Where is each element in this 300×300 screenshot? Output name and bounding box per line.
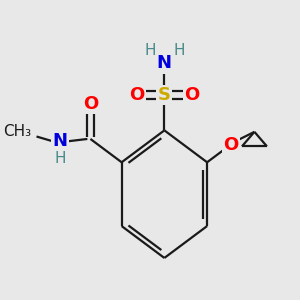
Text: N: N: [157, 54, 172, 72]
Text: O: O: [129, 86, 145, 104]
Text: H: H: [144, 44, 156, 59]
Text: H: H: [173, 44, 184, 59]
Text: O: O: [83, 94, 98, 112]
Text: S: S: [158, 86, 171, 104]
Text: N: N: [52, 132, 68, 150]
Text: O: O: [184, 86, 199, 104]
Text: CH₃: CH₃: [3, 124, 31, 139]
Text: O: O: [223, 136, 238, 154]
Text: H: H: [54, 151, 66, 166]
